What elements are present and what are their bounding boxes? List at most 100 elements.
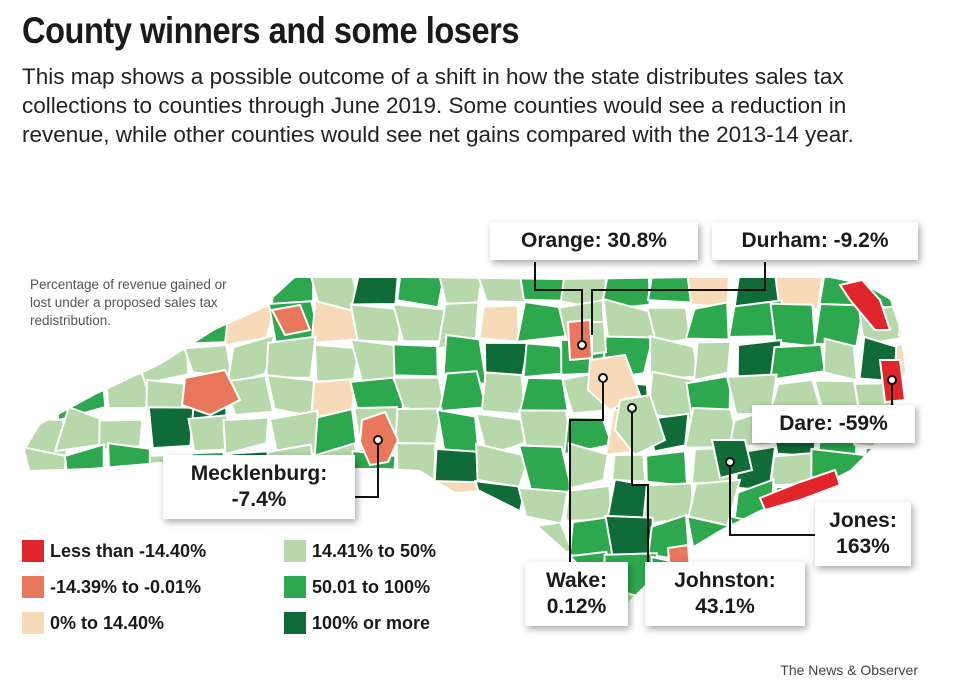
- legend-item: -14.39% to -0.01%: [22, 576, 201, 598]
- county: [313, 343, 360, 385]
- legend-item: 100% or more: [284, 612, 430, 634]
- page-title: County winners and some losers: [22, 10, 520, 51]
- county: [685, 278, 731, 309]
- callout-durham: Durham: -9.2%: [712, 222, 918, 260]
- county: [224, 553, 274, 597]
- county: [893, 335, 905, 382]
- county: [478, 304, 521, 343]
- county: [57, 278, 108, 304]
- county: [684, 301, 730, 341]
- county: [25, 278, 63, 313]
- county-marker-dot: [598, 373, 608, 383]
- county-value: 163%: [836, 535, 890, 558]
- county: [519, 376, 570, 416]
- county: [96, 301, 146, 347]
- county: [349, 303, 404, 344]
- county: [431, 587, 479, 602]
- county-marker-dot: [887, 375, 897, 385]
- county: [855, 588, 905, 602]
- county-value: 0.12%: [546, 595, 607, 618]
- county: [610, 453, 647, 483]
- leader-line: [591, 262, 766, 335]
- leader-line: [729, 462, 815, 536]
- county: [485, 593, 527, 602]
- county-name: Mecklenburg:: [190, 462, 328, 485]
- county: [475, 412, 531, 458]
- county: [433, 556, 490, 591]
- county: [62, 300, 110, 345]
- county: [226, 522, 278, 559]
- county-value: -59%: [838, 412, 888, 435]
- page-subtitle: This map shows a possible outcome of a s…: [22, 64, 854, 147]
- county: [436, 524, 483, 566]
- legend-item: 0% to 14.40%: [22, 612, 164, 634]
- callout-leader-lines: [355, 262, 897, 562]
- county-name: Dare:: [779, 412, 833, 435]
- county: [769, 343, 826, 382]
- county: [98, 278, 154, 307]
- county: [822, 337, 859, 382]
- county: [517, 486, 569, 525]
- county: [475, 550, 528, 602]
- county: [817, 590, 864, 602]
- county-value: 30.8%: [607, 229, 667, 252]
- legend-swatch: [284, 612, 306, 634]
- county-value: -9.2%: [833, 229, 889, 252]
- county-value: -7.4%: [231, 488, 287, 511]
- carteret-county: [758, 468, 842, 512]
- county: [692, 340, 732, 382]
- county-value: 43.1%: [695, 595, 755, 618]
- county: [474, 515, 525, 556]
- county: [434, 480, 481, 530]
- orange-county: [566, 318, 594, 362]
- legend-swatch: [22, 540, 44, 562]
- county: [139, 299, 188, 347]
- county-marker-dot: [627, 403, 637, 413]
- legend-swatch: [284, 540, 306, 562]
- county-marker-dot: [725, 457, 735, 467]
- county: [222, 594, 278, 602]
- legend-item: Less than -14.40%: [22, 540, 206, 562]
- legend-label: 100% or more: [312, 612, 431, 633]
- buncombe-county: [180, 368, 242, 417]
- county: [350, 278, 400, 306]
- county-name: Johnston:: [674, 569, 776, 592]
- county: [265, 335, 317, 379]
- county-marker-dot: [577, 340, 587, 350]
- credit: The News & Observer: [780, 662, 918, 678]
- county: [25, 480, 62, 523]
- county: [861, 441, 905, 488]
- county: [145, 278, 189, 305]
- county: [435, 408, 480, 456]
- map-note: Percentage of revenue gained or lost und…: [30, 277, 227, 328]
- county: [225, 333, 276, 387]
- county: [395, 442, 437, 494]
- county: [60, 479, 110, 523]
- county: [813, 302, 865, 347]
- county-name: Wake:: [545, 569, 608, 592]
- county: [897, 586, 905, 602]
- leader-line: [631, 408, 649, 562]
- county: [645, 450, 689, 488]
- county: [599, 278, 651, 311]
- county: [480, 371, 527, 416]
- county: [25, 374, 64, 416]
- legend-label: Less than -14.40%: [50, 540, 207, 561]
- county: [897, 442, 905, 484]
- highlighted-counties: [180, 278, 907, 574]
- county-marker-dot: [373, 435, 383, 445]
- legend-label: -14.39% to -0.01%: [50, 576, 202, 597]
- leader-line: [355, 440, 379, 498]
- callout-jones: Jones: 163%: [815, 502, 911, 566]
- legend-swatch: [284, 576, 306, 598]
- county: [567, 442, 609, 490]
- legend-swatch: [22, 612, 44, 634]
- callout-wake: Wake: 0.12%: [525, 562, 628, 626]
- legend-label: 14.41% to 50%: [312, 540, 437, 561]
- county-name: Jones:: [829, 509, 897, 532]
- county: [100, 482, 148, 525]
- outer-banks-north: [838, 278, 892, 331]
- legend-label: 0% to 14.40%: [50, 612, 165, 633]
- callout-mecklenburg: Mecklenburg: -7.4%: [163, 455, 355, 519]
- county: [396, 278, 448, 309]
